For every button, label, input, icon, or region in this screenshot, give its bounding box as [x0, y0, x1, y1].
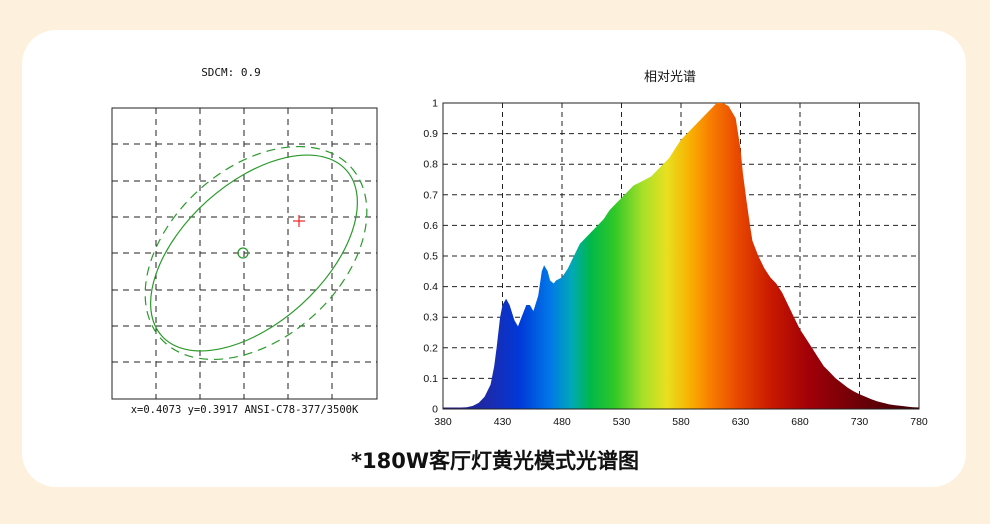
- chromaticity-coordinates-label: x=0.4073 y=0.3917 ANSI-C78-377/3500K: [130, 404, 359, 416]
- spectrum-title: 相对光谱: [643, 70, 696, 85]
- content-card: [22, 30, 966, 487]
- figure-caption: *180W客厅灯黄光模式光谱图: [351, 449, 639, 473]
- sdcm-title: SDCM: 0.9: [201, 66, 261, 79]
